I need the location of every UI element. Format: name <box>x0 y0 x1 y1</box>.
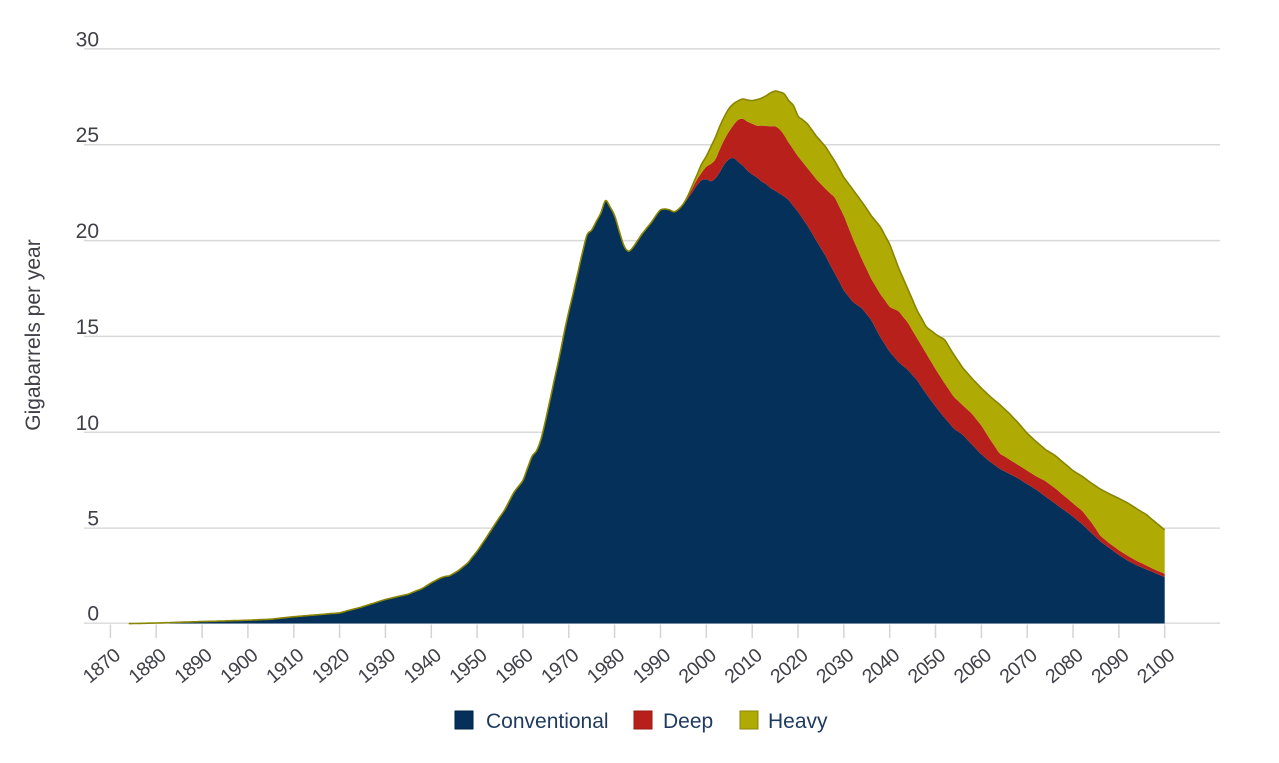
svg-text:30: 30 <box>76 28 99 51</box>
svg-text:15: 15 <box>76 316 99 339</box>
svg-text:Deep: Deep <box>663 710 713 733</box>
svg-text:10: 10 <box>76 412 99 435</box>
svg-text:25: 25 <box>76 124 99 147</box>
svg-text:5: 5 <box>87 508 99 531</box>
svg-text:Heavy: Heavy <box>768 710 828 733</box>
svg-text:0: 0 <box>87 603 99 626</box>
svg-text:Gigabarrels per year: Gigabarrels per year <box>22 239 45 430</box>
svg-text:Conventional: Conventional <box>486 710 609 733</box>
svg-text:20: 20 <box>76 220 99 243</box>
